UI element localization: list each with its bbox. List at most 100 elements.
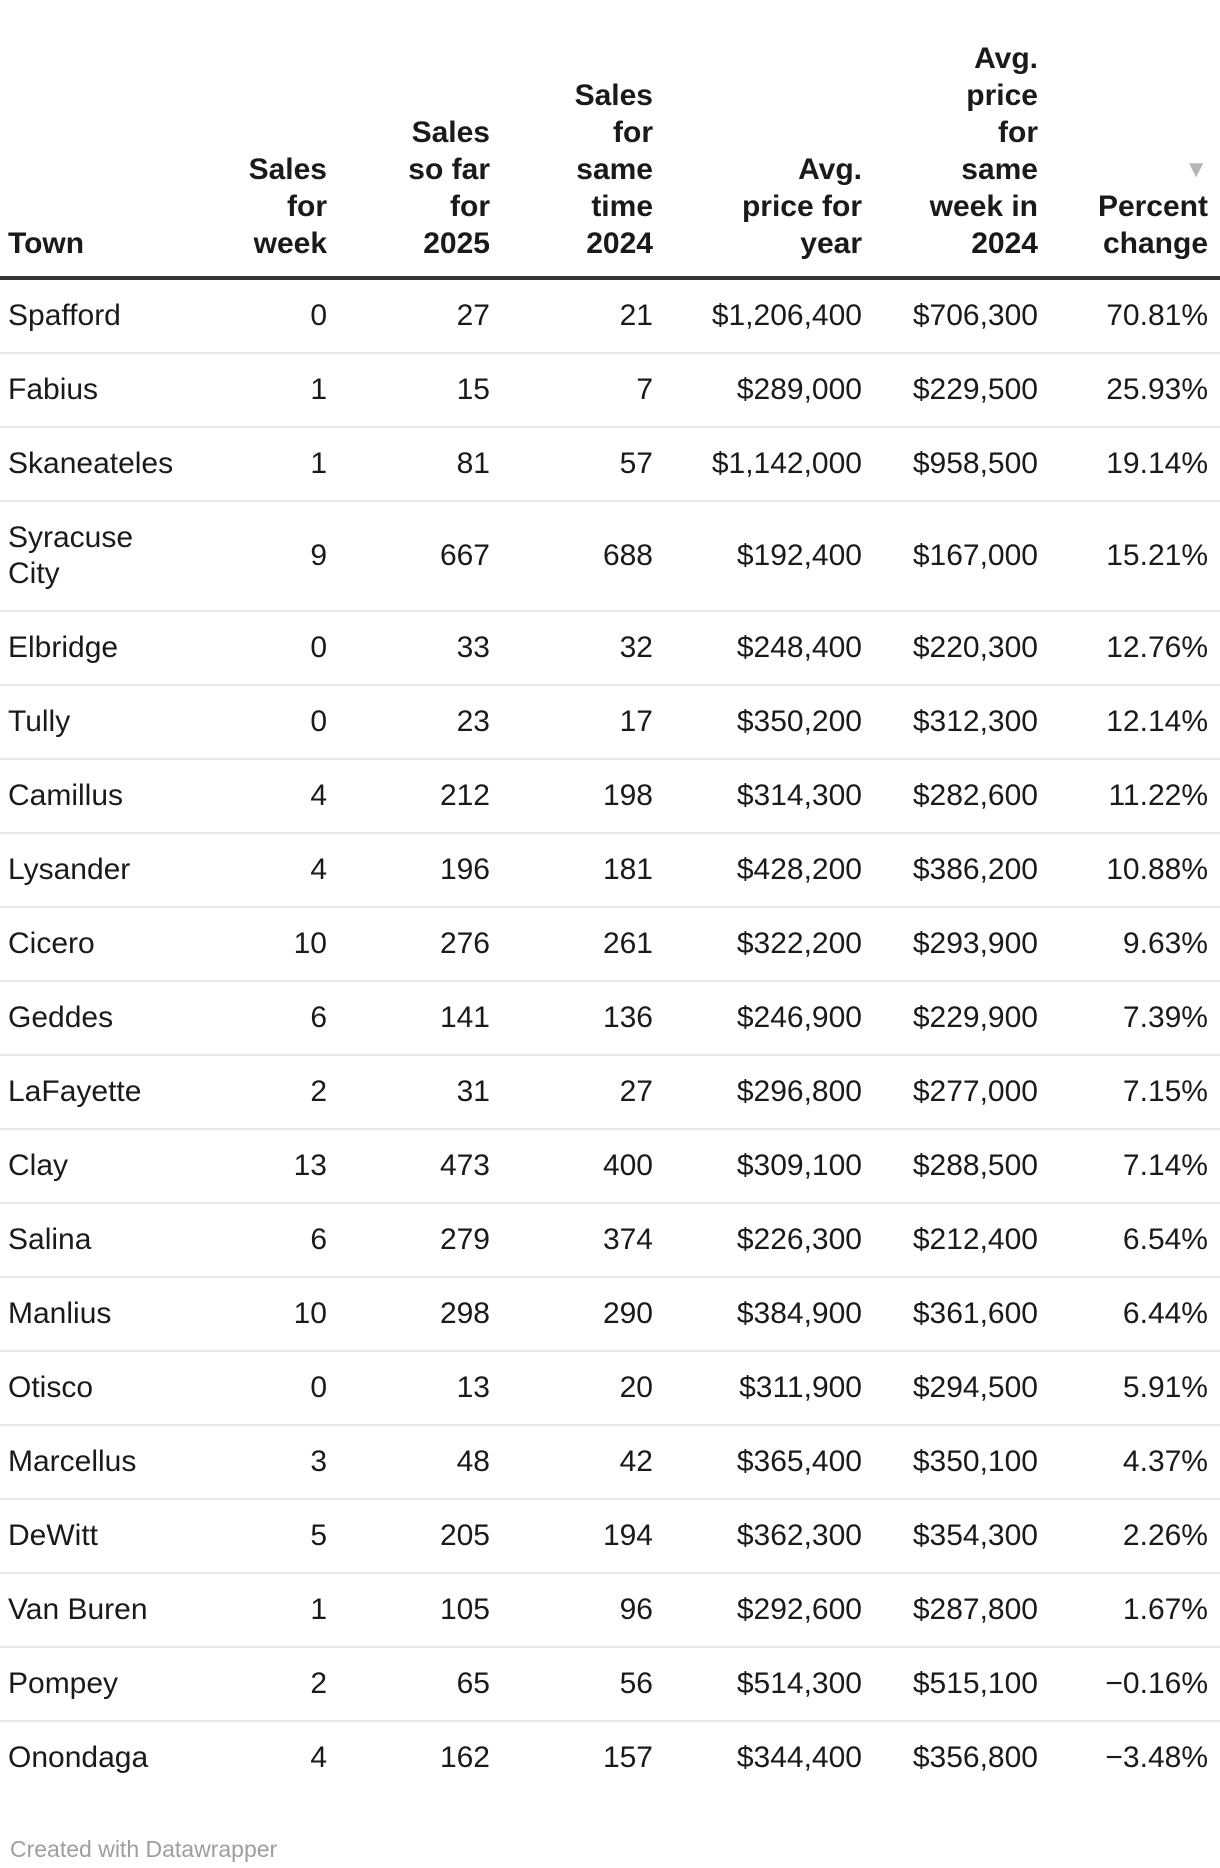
sales-so-far-2025-cell: 212 <box>327 759 490 834</box>
town-cell: Salina <box>0 1203 186 1278</box>
avg-price-year-cell: $309,100 <box>653 1129 862 1204</box>
column-header-avg-price-year[interactable]: Avg. price for year <box>653 0 862 280</box>
sales-so-far-2025-cell: 162 <box>439 1741 490 1774</box>
table-row: Pompey 2 65 56 $514,300 $515,100 −0.16% <box>0 1647 1220 1722</box>
town-cell: Clay <box>0 1129 186 1204</box>
sales-for-week-cell: 1 <box>186 1573 327 1648</box>
town-cell: Cicero <box>0 907 186 982</box>
avg-price-same-week-2024-cell: $386,200 <box>862 833 1038 908</box>
sales-so-far-2025-cell: 81 <box>327 427 490 502</box>
table-row: Camillus 4 212 198 $314,300 $282,600 11.… <box>0 759 1220 834</box>
town-cell: Lysander <box>0 833 186 908</box>
column-header-sales-for-week[interactable]: Sales for week <box>186 0 327 280</box>
avg-price-same-week-2024-cell: $515,100 <box>862 1647 1038 1722</box>
sales-so-far-2025-cell: 279 <box>327 1203 490 1278</box>
sales-for-week-cell: 9 <box>186 501 327 612</box>
avg-price-same-week-2024-cell: $361,600 <box>862 1277 1038 1352</box>
header-row: Town Sales for week Sales so far for 202… <box>0 0 1220 280</box>
sales-so-far-2025-cell: 15 <box>327 353 490 428</box>
town-cell: Geddes <box>0 981 186 1056</box>
table-row: Manlius 10 298 290 $384,900 $361,600 6.4… <box>0 1277 1220 1352</box>
table-body: Spafford 0 27 21 $1,206,400 $706,300 70.… <box>0 278 1220 1794</box>
avg-price-year-cell: $311,900 <box>653 1351 862 1426</box>
avg-price-year-cell: $514,300 <box>653 1647 862 1722</box>
sales-same-time-2024-cell: 27 <box>490 1055 653 1130</box>
avg-price-year-cell: $362,300 <box>653 1499 862 1574</box>
town-cell: Otisco <box>0 1351 186 1426</box>
avg-price-same-week-2024-cell: $229,900 <box>862 981 1038 1056</box>
sales-so-far-2025-cell: 105 <box>327 1573 490 1648</box>
sales-same-time-2024-cell: 400 <box>490 1129 653 1204</box>
table-row: Clay 13 473 400 $309,100 $288,500 7.14% <box>0 1129 1220 1204</box>
sales-same-time-2024-cell: 56 <box>490 1647 653 1722</box>
table-row: Marcellus 3 48 42 $365,400 $350,100 4.37… <box>0 1425 1220 1500</box>
avg-price-same-week-2024-cell: $354,300 <box>862 1499 1038 1574</box>
percent-change-cell: 12.76% <box>1038 611 1220 686</box>
sales-so-far-2025-cell: 276 <box>327 907 490 982</box>
avg-price-year-cell: $192,400 <box>653 501 862 612</box>
sales-for-week-cell: 10 <box>186 1277 327 1352</box>
sales-so-far-2025-cell: 33 <box>327 611 490 686</box>
column-header-sales-so-far-2025[interactable]: Sales so far for 2025 <box>327 0 490 280</box>
table-row: Tully 0 23 17 $350,200 $312,300 12.14% <box>0 685 1220 760</box>
sales-table: Town Sales for week Sales so far for 202… <box>0 0 1220 1794</box>
percent-change-cell: 1.67% <box>1038 1573 1220 1648</box>
avg-price-year-cell: $365,400 <box>653 1425 862 1500</box>
sales-for-week-cell: 1 <box>186 353 327 428</box>
sales-so-far-2025-cell: 31 <box>327 1055 490 1130</box>
sales-same-time-2024-cell: 261 <box>490 907 653 982</box>
avg-price-year-cell: $314,300 <box>653 759 862 834</box>
table-row: Syracuse City 9 667 688 $192,400 $167,00… <box>0 501 1220 612</box>
percent-change-cell: 11.22% <box>1038 759 1220 834</box>
town-cell: Onondaga <box>8 1741 149 1774</box>
sales-same-time-2024-cell: 57 <box>490 427 653 502</box>
sales-for-week-cell: 3 <box>186 1425 327 1500</box>
percent-change-cell: 7.14% <box>1038 1129 1220 1204</box>
sales-so-far-2025-cell: 667 <box>327 501 490 612</box>
avg-price-same-week-2024-cell: $958,500 <box>862 427 1038 502</box>
percent-change-cell: −0.16% <box>1038 1647 1220 1722</box>
percent-change-cell: 15.21% <box>1038 501 1220 612</box>
avg-price-same-week-2024-cell: $282,600 <box>862 759 1038 834</box>
table-row: Fabius 1 15 7 $289,000 $229,500 25.93% <box>0 353 1220 428</box>
avg-price-same-week-2024-cell: $229,500 <box>862 353 1038 428</box>
sales-same-time-2024-cell: 32 <box>490 611 653 686</box>
column-header-avg-price-same-week-2024[interactable]: Avg. price for same week in 2024 <box>862 0 1038 280</box>
table-row: Cicero 10 276 261 $322,200 $293,900 9.63… <box>0 907 1220 982</box>
avg-price-year-cell: $292,600 <box>653 1573 862 1648</box>
avg-price-same-week-2024-cell: $288,500 <box>862 1129 1038 1204</box>
avg-price-year-cell: $428,200 <box>653 833 862 908</box>
sales-so-far-2025-cell: 23 <box>327 685 490 760</box>
column-header-sales-same-time-2024[interactable]: Sales for same time 2024 <box>490 0 653 280</box>
percent-change-cell: 10.88% <box>1038 833 1220 908</box>
table-row: Salina 6 279 374 $226,300 $212,400 6.54% <box>0 1203 1220 1278</box>
town-cell: Camillus <box>0 759 186 834</box>
table-row: Geddes 6 141 136 $246,900 $229,900 7.39% <box>0 981 1220 1056</box>
table-header: Town Sales for week Sales so far for 202… <box>0 0 1220 280</box>
sales-same-time-2024-cell: 688 <box>490 501 653 612</box>
sales-for-week-cell: 0 <box>186 611 327 686</box>
avg-price-year-cell: $1,142,000 <box>653 427 862 502</box>
town-cell: Marcellus <box>0 1425 186 1500</box>
percent-change-cell: 6.54% <box>1038 1203 1220 1278</box>
town-cell: Manlius <box>0 1277 186 1352</box>
sales-so-far-2025-cell: 13 <box>327 1351 490 1426</box>
percent-change-cell: 25.93% <box>1038 353 1220 428</box>
avg-price-year-cell: $350,200 <box>653 685 862 760</box>
town-cell: Skaneateles <box>0 427 186 502</box>
percent-change-cell: 12.14% <box>1038 685 1220 760</box>
sort-desc-icon[interactable]: ▼ <box>1184 156 1208 183</box>
sales-for-week-cell: 13 <box>186 1129 327 1204</box>
percent-change-cell: 2.26% <box>1038 1499 1220 1574</box>
sales-so-far-2025-cell: 473 <box>327 1129 490 1204</box>
table-row: LaFayette 2 31 27 $296,800 $277,000 7.15… <box>0 1055 1220 1130</box>
table-row: Otisco 0 13 20 $311,900 $294,500 5.91% <box>0 1351 1220 1426</box>
column-header-town[interactable]: Town <box>0 0 186 280</box>
avg-price-year-cell: $289,000 <box>653 353 862 428</box>
sales-so-far-2025-cell: 65 <box>327 1647 490 1722</box>
column-header-percent-change[interactable]: ▼ Percent change <box>1038 0 1220 280</box>
sales-same-time-2024-cell: 194 <box>490 1499 653 1574</box>
sales-same-time-2024-cell: 17 <box>490 685 653 760</box>
sales-so-far-2025-cell: 205 <box>327 1499 490 1574</box>
percent-change-cell: 9.63% <box>1038 907 1220 982</box>
